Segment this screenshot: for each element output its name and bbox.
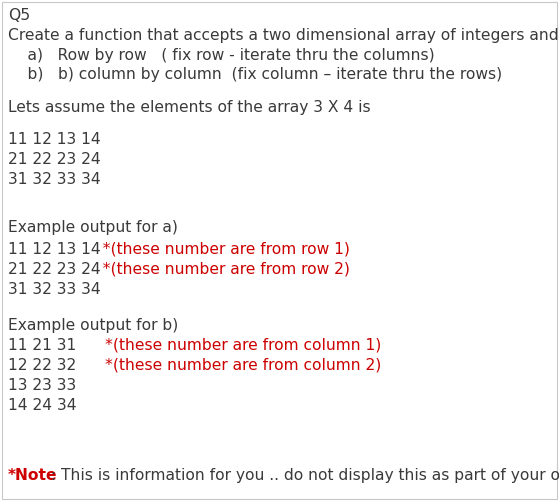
Text: Example output for b): Example output for b) — [8, 318, 178, 333]
Text: Q5: Q5 — [8, 8, 30, 23]
Text: Example output for a): Example output for a) — [8, 220, 178, 235]
Text: 21 22 23 24: 21 22 23 24 — [8, 262, 101, 277]
Text: 11 21 31        *(these number are from column 1): 11 21 31 *(these number are from column … — [8, 338, 391, 353]
Text: 31 32 33 34: 31 32 33 34 — [8, 282, 101, 297]
Text: *(these number are from column 1): *(these number are from column 1) — [67, 338, 382, 353]
Text: 21 22 23 24: 21 22 23 24 — [8, 152, 101, 167]
Text: *(these number are from column 2): *(these number are from column 2) — [67, 358, 382, 373]
Text: 21 22 23 24   *(these number are from row 2): 21 22 23 24 *(these number are from row … — [8, 262, 363, 277]
Text: 31 32 33 34: 31 32 33 34 — [8, 172, 101, 187]
Text: Lets assume the elements of the array 3 X 4 is: Lets assume the elements of the array 3 … — [8, 100, 371, 115]
Text: Create a function that accepts a two dimensional array of integers and displays: Create a function that accepts a two dim… — [8, 28, 559, 43]
Text: : This is information for you .. do not display this as part of your output: : This is information for you .. do not … — [45, 468, 559, 483]
Text: 12 22 32        *(these number are from column 2): 12 22 32 *(these number are from column … — [8, 358, 391, 373]
Text: b)   b) column by column  (fix column – iterate thru the rows): b) b) column by column (fix column – ite… — [8, 67, 502, 82]
Text: *(these number are from row 2): *(these number are from row 2) — [88, 262, 350, 277]
Text: 11 21 31: 11 21 31 — [8, 338, 76, 353]
Text: 13 23 33: 13 23 33 — [8, 378, 76, 393]
Text: *(these number are from row 1): *(these number are from row 1) — [88, 242, 350, 257]
Text: 14 24 34: 14 24 34 — [8, 398, 77, 413]
Text: 11 12 13 14: 11 12 13 14 — [8, 242, 101, 257]
Text: *Note: *Note — [8, 468, 58, 483]
Text: 11 12 13 14   *(these number are from row 1): 11 12 13 14 *(these number are from row … — [8, 242, 363, 257]
Text: 12 22 32: 12 22 32 — [8, 358, 76, 373]
Text: a)   Row by row   ( fix row - iterate thru the columns): a) Row by row ( fix row - iterate thru t… — [8, 48, 435, 63]
Text: 11 12 13 14: 11 12 13 14 — [8, 132, 101, 147]
